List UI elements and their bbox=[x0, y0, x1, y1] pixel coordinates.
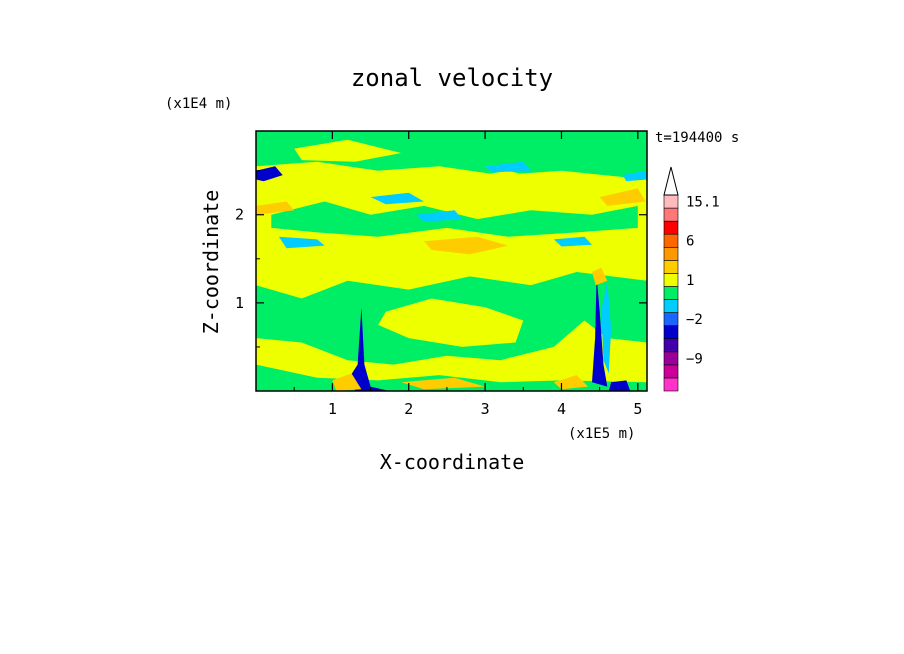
colorbar-segment bbox=[663, 325, 679, 340]
contour-region-mountain-right bbox=[608, 380, 631, 391]
contour-region-patch bbox=[256, 201, 295, 215]
colorbar-segment bbox=[663, 246, 679, 261]
colorbar-segment bbox=[663, 286, 679, 300]
plot-frame bbox=[255, 130, 648, 392]
contour-region-patch bbox=[370, 192, 424, 205]
colorbar-segment bbox=[663, 299, 679, 313]
contour-region-mountain-right bbox=[592, 276, 608, 387]
colorbar-label: −2 bbox=[686, 312, 703, 328]
contour-region-patch bbox=[485, 161, 531, 173]
colorbar-label: 1 bbox=[686, 273, 694, 289]
x-axis-label: X-coordinate bbox=[380, 450, 525, 474]
contour-region-mountain-right bbox=[553, 375, 589, 390]
colorbar-label: 6 bbox=[686, 234, 694, 250]
colorbar-segment bbox=[663, 377, 679, 392]
y-axis: 12 bbox=[235, 170, 647, 348]
y-tick-label: 2 bbox=[235, 206, 244, 224]
colorbar-segment bbox=[663, 233, 679, 248]
colorbar-segment bbox=[663, 312, 679, 326]
contour-region-patch bbox=[622, 170, 647, 182]
x-axis: 1 2 3 4 5 bbox=[293, 131, 642, 418]
y-axis-label: Z-coordinate bbox=[199, 190, 223, 335]
colorbar-label: −9 bbox=[686, 351, 703, 367]
colorbar-segment bbox=[663, 338, 679, 353]
colorbar-segment bbox=[663, 207, 679, 222]
x-tick-label: 5 bbox=[633, 400, 642, 418]
colorbar-segment bbox=[663, 220, 679, 235]
contour-region-patch bbox=[256, 166, 283, 182]
contour-region-patch bbox=[599, 188, 646, 206]
colorbar-extend-arrow bbox=[663, 166, 679, 196]
colorbar-label: 15.1 bbox=[686, 195, 720, 211]
contour-region-patch bbox=[378, 298, 524, 347]
x-tick-label: 3 bbox=[481, 400, 490, 418]
contour-region-patch bbox=[454, 170, 562, 193]
contour-region-patch bbox=[294, 139, 402, 162]
contour-region-patch bbox=[416, 210, 463, 222]
colorbar-segment bbox=[663, 273, 679, 287]
time-label: t=194400 s bbox=[655, 130, 739, 146]
y-tick-label: 1 bbox=[235, 294, 244, 312]
contour-region-mountain-left bbox=[332, 373, 362, 391]
contour-region-mountain-right bbox=[592, 267, 608, 286]
colorbar: 15.1 6 1 −2 −9 bbox=[663, 166, 720, 392]
chart-title: zonal velocity bbox=[351, 64, 553, 92]
colorbar-segment bbox=[663, 351, 679, 366]
colorbar-segment bbox=[663, 194, 679, 209]
contour-region-patch bbox=[278, 236, 325, 249]
x-axis-unit: (x1E5 m) bbox=[568, 426, 635, 442]
x-tick-label: 1 bbox=[328, 400, 337, 418]
x-tick-label: 2 bbox=[404, 400, 413, 418]
contour-region-mountain-left bbox=[349, 307, 390, 391]
colorbar-segment bbox=[663, 364, 679, 379]
contour-region-patch bbox=[553, 236, 592, 247]
contour-region-patch bbox=[401, 377, 486, 390]
y-axis-unit: (x1E4 m) bbox=[165, 96, 232, 112]
contour-region-mountain-right bbox=[601, 280, 612, 374]
x-tick-label: 4 bbox=[557, 400, 566, 418]
contour-field bbox=[256, 131, 647, 391]
contour-region-patch bbox=[424, 236, 508, 255]
colorbar-segment bbox=[663, 260, 679, 274]
